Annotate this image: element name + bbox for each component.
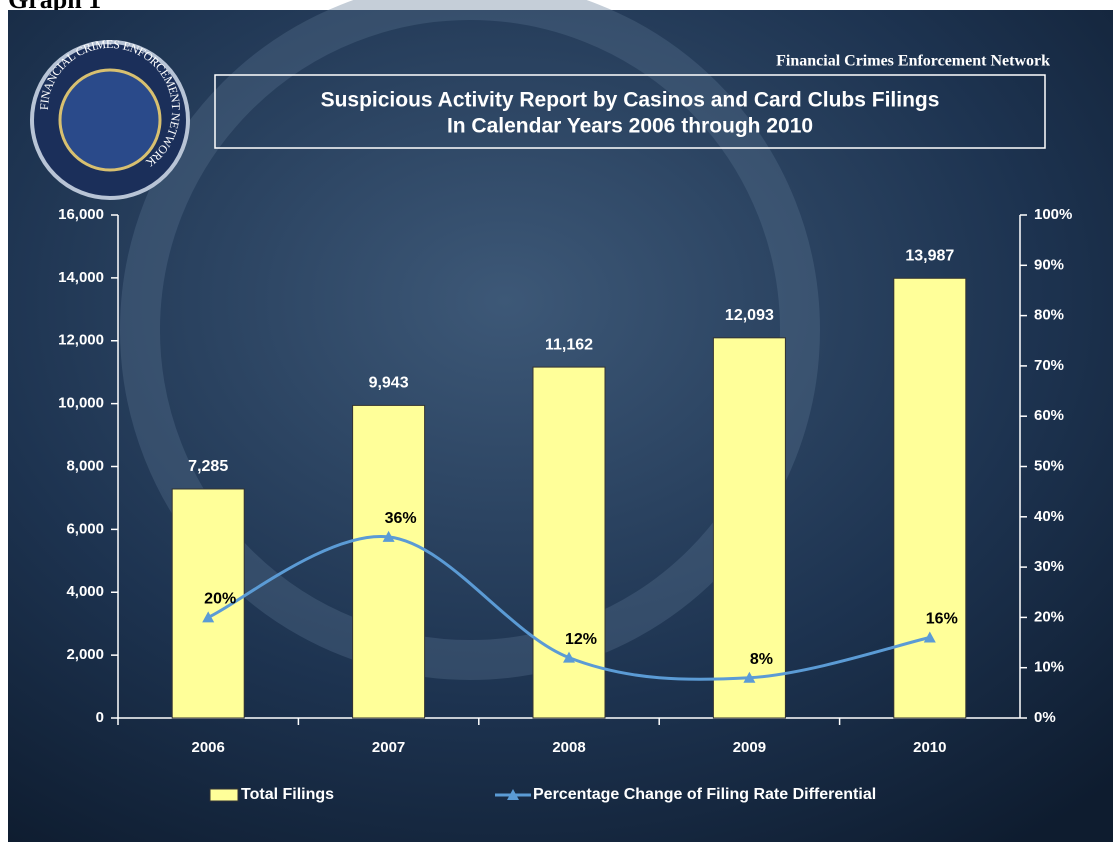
y2-tick-label: 30% [1034,558,1064,575]
x-tick-label: 2008 [552,739,585,756]
title-box [214,74,1046,149]
bar-value-label: 12,093 [725,307,774,324]
line-value-label: 36% [385,510,417,527]
line-marker [743,671,756,683]
y2-tick-label: 20% [1034,608,1064,625]
y-tick-label: 0 [96,709,104,726]
y-tick-label: 4,000 [66,583,104,600]
legend-label: Total Filings [241,786,334,803]
logo-inner [58,68,162,172]
y2-tick-label: 70% [1034,357,1064,374]
x-tick-label: 2007 [372,739,405,756]
line-value-label: 16% [926,611,958,628]
bar [352,404,426,719]
bar-value-label: 13,987 [905,248,954,265]
y-tick-label: 6,000 [66,520,104,537]
y2-tick-label: 10% [1034,659,1064,676]
x-tick-label: 2009 [733,739,766,756]
line-marker [923,631,936,643]
y2-tick-label: 60% [1034,407,1064,424]
bar-value-label: 9,943 [369,375,409,392]
legend-marker [507,789,519,800]
y2-tick-label: 100% [1034,206,1072,223]
line-value-label: 12% [565,631,597,648]
x-tick-label: 2010 [913,739,946,756]
source: Financial Crimes Enforcement Network [776,53,1050,70]
seal-ring [120,0,820,680]
line-marker [563,651,575,663]
y-tick-label: 12,000 [58,332,104,349]
chart-subtitle: In Calendar Years 2006 through 2010 [447,115,813,138]
y2-tick-label: 80% [1034,307,1064,324]
line-marker [202,611,215,623]
line-value-label: 8% [750,651,773,668]
y2-tick-label: 40% [1034,508,1064,525]
y2-tick-label: 50% [1034,457,1064,474]
y-tick-label: 8,000 [66,457,104,474]
y-tick-label: 10,000 [58,395,104,412]
line-value-label: 20% [204,591,236,608]
legend-swatch [209,788,239,802]
y-tick-label: 2,000 [66,646,104,663]
line [207,535,931,681]
bar-value-label: 7,285 [188,458,228,475]
x-tick-label: 2006 [192,739,225,756]
bar [712,337,786,719]
logo: FINANCIAL CRIMES ENFORCEMENT NETWORK [30,37,190,200]
legend-label: Percentage Change of Filing Rate Differe… [533,786,876,803]
y2-tick-label: 0% [1034,709,1056,726]
y-tick-label: 14,000 [58,269,104,286]
bar-value-label: 11,162 [545,336,593,353]
bar [893,277,967,719]
y-tick-label: 16,000 [58,206,104,223]
line-marker [382,530,395,542]
chart-title: Suspicious Activity Report by Casinos an… [321,89,940,112]
y2-tick-label: 90% [1034,256,1064,273]
